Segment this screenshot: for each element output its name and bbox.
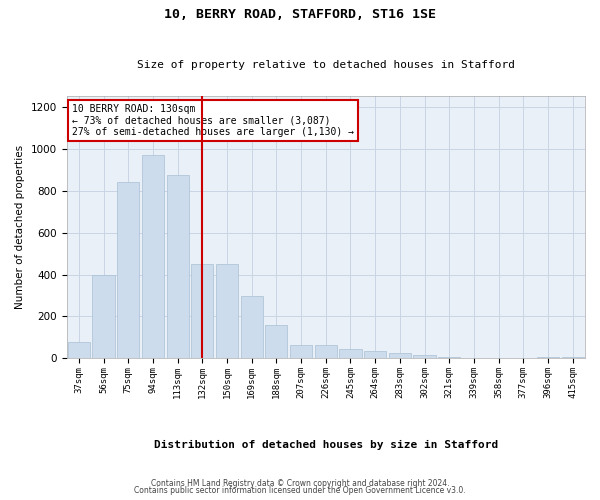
Bar [142, 155, 164, 358]
Bar [68, 342, 90, 358]
Bar [364, 351, 386, 358]
Bar [191, 264, 214, 358]
Bar [167, 175, 189, 358]
Title: Size of property relative to detached houses in Stafford: Size of property relative to detached ho… [137, 60, 515, 70]
Bar [216, 264, 238, 358]
Bar [92, 274, 115, 358]
Bar [265, 325, 287, 358]
Text: 10 BERRY ROAD: 130sqm
← 73% of detached houses are smaller (3,087)
27% of semi-d: 10 BERRY ROAD: 130sqm ← 73% of detached … [72, 104, 354, 138]
Bar [241, 296, 263, 358]
Y-axis label: Number of detached properties: Number of detached properties [15, 146, 25, 310]
Text: Contains HM Land Registry data © Crown copyright and database right 2024.: Contains HM Land Registry data © Crown c… [151, 478, 449, 488]
Bar [413, 356, 436, 358]
Bar [389, 353, 411, 358]
Text: 10, BERRY ROAD, STAFFORD, ST16 1SE: 10, BERRY ROAD, STAFFORD, ST16 1SE [164, 8, 436, 20]
Bar [290, 345, 312, 358]
Text: Contains public sector information licensed under the Open Government Licence v3: Contains public sector information licen… [134, 486, 466, 495]
Bar [314, 345, 337, 358]
X-axis label: Distribution of detached houses by size in Stafford: Distribution of detached houses by size … [154, 440, 498, 450]
Bar [340, 349, 362, 358]
Bar [117, 182, 139, 358]
